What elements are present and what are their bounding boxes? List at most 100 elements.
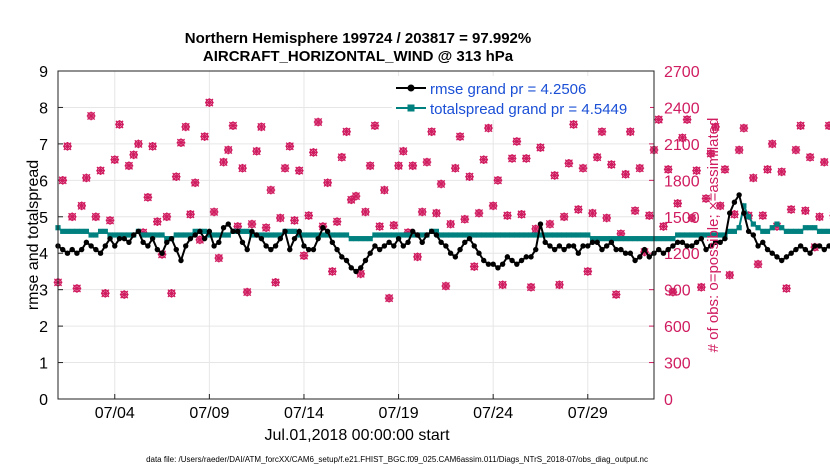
assimilated-obs-point [824,121,830,130]
rmse-point [428,228,435,235]
rmse-point [268,246,274,253]
rmse-point [708,243,714,249]
assimilated-obs-point [370,121,380,130]
rmse-point [755,243,761,249]
totalspread-point [192,228,198,234]
rmse-point [802,246,809,253]
totalspread-point [783,228,790,234]
rmse-point [514,261,520,267]
totalspread-point [353,236,359,242]
rmse-point [481,257,487,264]
rmse-point [358,265,364,271]
rmse-point [797,243,804,249]
legend-spread-label: totalspread grand pr = 4.5449 [430,101,627,118]
totalspread-point [150,232,156,238]
rmse-point [608,239,615,245]
rmse-point [613,246,619,253]
assimilated-obs-point [507,154,517,163]
assimilated-obs-point [777,167,787,177]
rmse-point [471,243,477,249]
assimilated-obs-point [621,169,630,179]
assimilated-obs-point [422,157,432,167]
rmse-point [684,243,690,249]
totalspread-point [580,232,586,238]
totalspread-point [623,236,629,242]
rmse-point [376,246,383,253]
totalspread-point [774,221,780,227]
rmse-point [201,235,208,242]
totalspread-point [556,232,562,238]
rmse-point [391,243,397,249]
totalspread-point [69,228,75,234]
rmse-point [287,246,293,253]
rmse-point [570,243,577,249]
rmse-point [622,250,629,256]
rmse-point [83,239,90,245]
rmse-point [230,228,236,235]
x-tick-label: 07/09 [189,405,229,422]
assimilated-obs-point [96,166,105,175]
assimilated-obs-point [304,211,314,220]
rmse-point [197,228,203,235]
totalspread-point [641,236,648,242]
totalspread-point [301,232,307,238]
assimilated-obs-point [389,220,399,230]
x-tick-label: 07/04 [95,405,135,422]
totalspread-point [438,232,444,238]
assimilated-obs-point [115,120,124,129]
assimilated-obs-point [441,281,451,291]
rmse-point [712,239,719,245]
rmse-point [760,239,766,245]
totalspread-point [604,236,610,242]
totalspread-point [419,232,425,238]
rmse-point [504,254,511,260]
rmse-point [410,228,416,235]
assimilated-obs-point [588,208,597,218]
totalspread-point [466,232,473,238]
totalspread-point [358,236,364,242]
assimilated-obs-point [134,139,143,149]
assimilated-obs-point [602,213,612,223]
assimilated-obs-point [678,133,687,143]
y-right-tick-label: 0 [664,392,673,409]
rmse-point [211,243,217,249]
totalspread-point [481,232,487,238]
assimilated-obs-point [706,149,716,158]
totalspread-point [391,232,397,238]
assimilated-obs-point [644,211,654,220]
assimilated-obs-point [299,251,309,260]
assimilated-obs-point [280,163,290,173]
assimilated-obs-point [86,111,96,121]
totalspread-point [263,232,269,238]
totalspread-point [202,228,208,234]
totalspread-point [632,236,638,242]
assimilated-obs-point [521,154,531,163]
totalspread-point [684,232,690,238]
totalspread-point [731,228,738,234]
legend-spread-marker [407,104,415,112]
rmse-point [282,228,288,235]
totalspread-point [552,232,558,238]
totalspread-point [154,232,160,238]
assimilated-obs-point [654,115,664,124]
rmse-point [528,254,534,260]
assimilated-obs-point [257,122,266,132]
y-right-tick-label: 2400 [664,100,700,117]
totalspread-point [320,232,326,238]
assimilated-obs-point [498,280,507,290]
rmse-point [443,243,449,249]
rmse-point [277,235,284,242]
assimilated-obs-point [294,166,304,175]
assimilated-obs-point [228,121,238,130]
rmse-point [788,250,794,256]
rmse-point [490,261,496,267]
legend-rmse-label: rmse grand pr = 4.2506 [430,81,586,98]
assimilated-obs-point [739,123,749,133]
rmse-point [641,246,648,253]
assimilated-obs-point [190,178,200,188]
assimilated-obs-point [356,269,366,279]
totalspread-point [807,225,813,231]
totalspread-point [272,232,279,238]
y-left-tick-label: 6 [39,173,48,190]
rmse-point [258,235,265,242]
